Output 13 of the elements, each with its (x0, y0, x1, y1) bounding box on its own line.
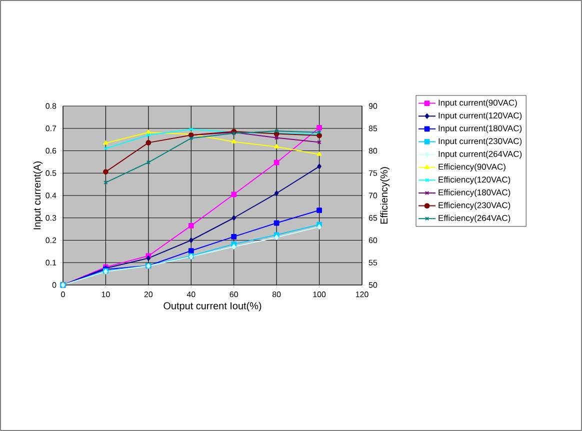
legend-label: Input current(120VAC) (438, 112, 522, 120)
legend-label: Input current(90VAC) (438, 99, 517, 108)
y2-axis-title: Efficiency(%) (380, 167, 390, 224)
legend-label: Efficiency(90VAC) (438, 164, 506, 172)
legend-label: Input current(230VAC) (438, 138, 522, 146)
x-axis-title: Output current Iout(%) (164, 302, 262, 312)
y-axis-title: Input current(A) (33, 162, 43, 230)
legend-label: Efficiency(120VAC) (438, 176, 510, 184)
legend-label: Efficiency(264VAC) (438, 214, 510, 223)
legend-label: Input current(264VAC) (438, 150, 522, 159)
legend-label: Efficiency(180VAC) (438, 189, 510, 198)
legend-label: Efficiency(230VAC) (438, 202, 510, 210)
legend-label: Input current(180VAC) (438, 125, 522, 133)
